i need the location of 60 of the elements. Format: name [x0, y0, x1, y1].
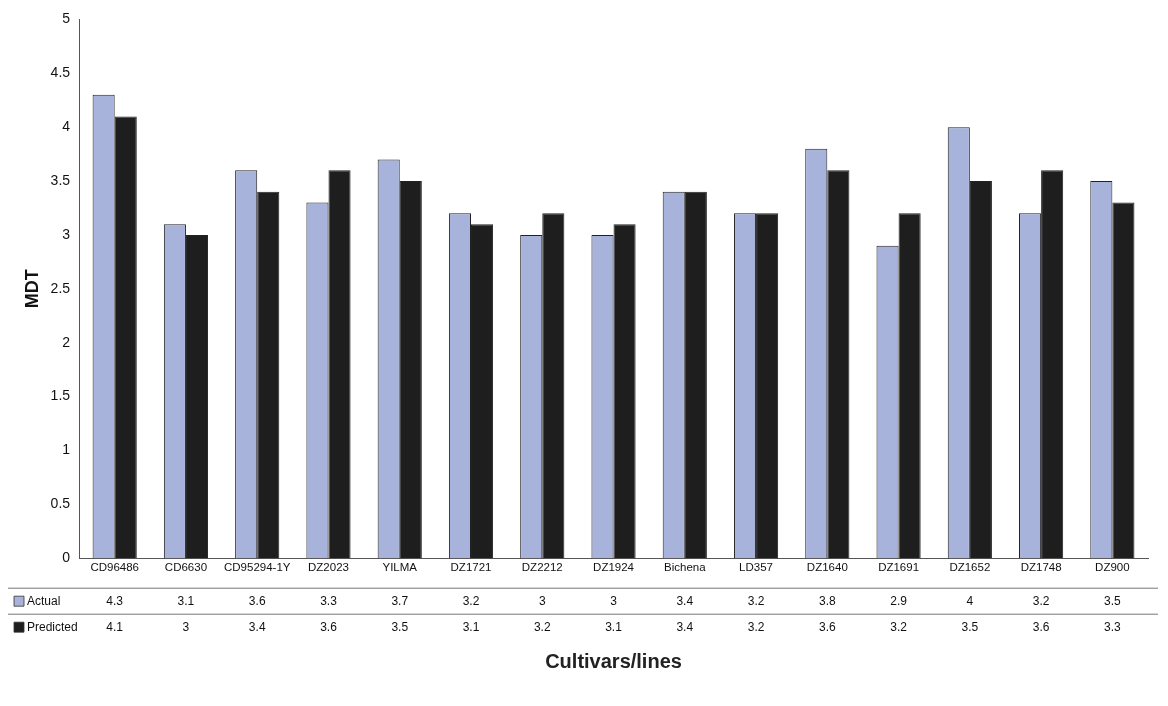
data-label: 4.1 — [106, 619, 124, 634]
data-label: 3.3 — [1104, 619, 1122, 634]
data-label: 3.2 — [890, 619, 908, 634]
x-tick-label: DZ2023 — [308, 561, 349, 574]
data-label: 3.5 — [1104, 593, 1122, 608]
y-tick-label: 1.5 — [50, 387, 71, 404]
y-tick-label: 2 — [62, 333, 71, 350]
y-tick-label: 4 — [62, 118, 71, 135]
x-tick-label: CD95294-1Y — [223, 561, 291, 574]
data-label: 3.2 — [747, 593, 765, 608]
legend-label: Predicted — [27, 619, 78, 634]
data-label: 3.5 — [391, 619, 409, 634]
x-tick-label: DZ1721 — [450, 561, 492, 574]
data-label: 3.6 — [320, 619, 338, 634]
y-tick-label: 3 — [62, 225, 71, 242]
legend-label: Actual — [27, 593, 61, 608]
y-tick-label: 2.5 — [50, 279, 71, 296]
data-label: 3.2 — [533, 619, 551, 634]
x-tick-label: CD6630 — [164, 561, 208, 574]
data-label: 3 — [538, 593, 546, 608]
data-label: 3.2 — [1032, 593, 1050, 608]
data-label: 3.3 — [320, 593, 338, 608]
y-tick-label: 5 — [62, 10, 71, 27]
data-label: 3.2 — [462, 593, 480, 608]
x-axis-title: Cultivars/lines — [545, 649, 682, 672]
data-label: 3.6 — [1032, 619, 1050, 634]
x-tick-label: Bichena — [664, 561, 707, 574]
x-tick-label: DZ1691 — [878, 561, 920, 574]
data-label: 3.7 — [391, 593, 409, 608]
data-label: 3.6 — [248, 593, 266, 608]
data-label: 4.3 — [106, 593, 124, 608]
data-label: 3.2 — [747, 619, 765, 634]
y-tick-label: 4.5 — [50, 64, 71, 81]
data-label: 3.5 — [961, 619, 979, 634]
x-tick-label: DZ1652 — [949, 561, 991, 574]
data-label: 3.8 — [818, 593, 836, 608]
data-label: 3 — [182, 619, 190, 634]
x-tick-label: DZ900 — [1095, 561, 1130, 574]
x-tick-label: DZ2212 — [521, 561, 563, 574]
data-label: 4 — [966, 593, 974, 608]
data-label: 3.6 — [818, 619, 836, 634]
x-tick-label: YILMA — [382, 561, 418, 574]
data-label: 3.1 — [605, 619, 623, 634]
y-axis-title: MDT — [21, 269, 42, 309]
x-tick-label: CD96486 — [90, 561, 139, 574]
data-label: 3 — [610, 593, 618, 608]
x-tick-label: DZ1640 — [806, 561, 848, 574]
y-tick-label: 1 — [62, 441, 71, 458]
y-tick-label: 0.5 — [50, 495, 71, 512]
x-tick-label: DZ1924 — [593, 561, 635, 574]
x-tick-label: DZ1748 — [1020, 561, 1062, 574]
y-tick-label: 3.5 — [50, 171, 71, 188]
data-label: 3.1 — [462, 619, 480, 634]
data-label: 3.4 — [676, 619, 694, 634]
x-tick-label: LD357 — [739, 561, 773, 574]
data-label: 3.4 — [248, 619, 266, 634]
data-label: 3.4 — [676, 593, 694, 608]
data-label: 2.9 — [890, 593, 908, 608]
y-tick-label: 0 — [62, 549, 71, 566]
data-label: 3.1 — [177, 593, 195, 608]
